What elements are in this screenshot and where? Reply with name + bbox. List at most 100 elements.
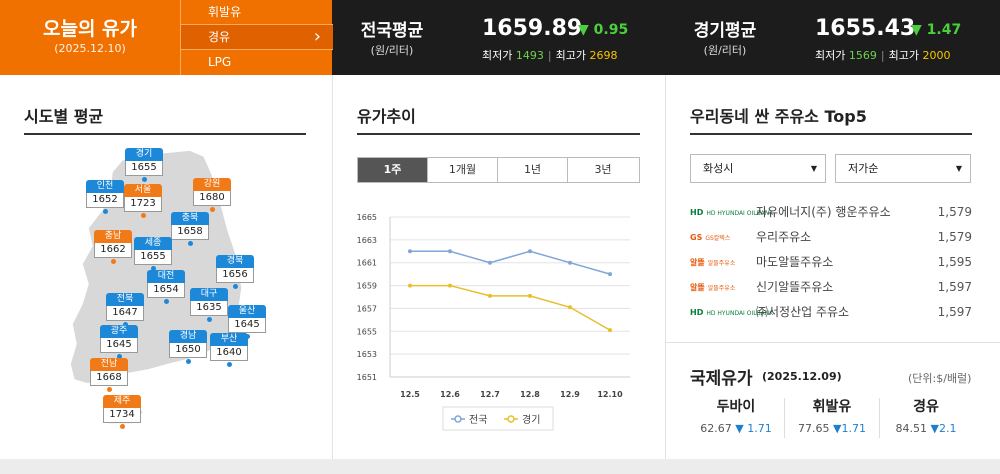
- intl-gasoline: 휘발유 77.65 ▼1.71: [786, 396, 878, 435]
- region-marker[interactable]: 서울 1723: [124, 184, 162, 218]
- tab-lpg[interactable]: LPG: [208, 55, 232, 69]
- sort-select-value: 저가순: [848, 162, 879, 175]
- brand-logo-mark: 알뜰: [690, 283, 705, 292]
- region-marker[interactable]: 인천 1652: [86, 180, 124, 214]
- brand-logo-mark: HD: [690, 308, 704, 317]
- brand-logo-text: 알뜰주유소: [707, 285, 736, 292]
- map-pin-icon: [120, 424, 125, 429]
- station-row[interactable]: HD HD HYUNDAI OILBANK ㈜서정산업 주유소 1,597: [690, 300, 972, 325]
- gyeonggi-min-max: 최저가 1569 | 최고가 2000: [815, 49, 951, 62]
- region-marker[interactable]: 제주 1734: [103, 395, 141, 429]
- x-tick-label: 12.6: [440, 390, 460, 399]
- y-tick-label: 1653: [357, 350, 377, 359]
- tab-3-year[interactable]: 3년: [568, 158, 638, 182]
- footer-strip: [0, 459, 1000, 474]
- region-marker[interactable]: 전북 1647: [106, 293, 144, 327]
- region-price: 1723: [124, 197, 162, 212]
- min-label: 최저가: [482, 49, 513, 62]
- region-price: 1654: [147, 283, 185, 298]
- region-marker[interactable]: 부산 1640: [210, 333, 248, 367]
- region-marker[interactable]: 대구 1635: [190, 288, 228, 322]
- intl-divider: [879, 398, 880, 438]
- intl-gasoline-change: ▼1.71: [833, 422, 866, 435]
- brand-logo-text: 알뜰주유소: [707, 260, 736, 267]
- region-name: 대구: [190, 288, 228, 301]
- series-line-1: [410, 284, 611, 331]
- station-name: ㈜서정산업 주유소: [756, 305, 850, 319]
- intl-dubai-value-line: 62.67 ▼ 1.71: [690, 422, 782, 435]
- y-tick-label: 1661: [357, 259, 377, 268]
- brand-logo-text: HD HYUNDAI OILBANK: [706, 210, 774, 217]
- max-label: 최고가: [555, 49, 586, 62]
- region-price: 1658: [171, 225, 209, 240]
- intl-dubai-name: 두바이: [716, 399, 756, 415]
- national-average-price: 1659.89: [482, 16, 583, 41]
- top-bar: 오늘의 유가 (2025.12.10) 휘발유 경유 › LPG 전국평균 (원…: [0, 0, 1000, 75]
- intl-dubai-change: ▼ 1.71: [735, 422, 772, 435]
- tab-1-week[interactable]: 1주: [358, 158, 428, 182]
- region-marker[interactable]: 충북 1658: [171, 212, 209, 246]
- region-marker[interactable]: 강원 1680: [193, 178, 231, 212]
- gyeonggi-average-change: ▼ 1.47: [911, 22, 962, 38]
- map-pin-icon: [117, 354, 122, 359]
- station-row[interactable]: GS GS칼텍스 우리주유소 1,579: [690, 225, 972, 250]
- sort-select[interactable]: 저가순 ▼: [835, 154, 971, 183]
- station-name: 마도알뜰주유소: [756, 255, 834, 269]
- region-name: 전북: [106, 293, 144, 306]
- series-point-0: [488, 260, 492, 265]
- region-name: 경기: [125, 148, 163, 161]
- gyeonggi-average-price: 1655.43: [815, 16, 916, 41]
- gyeonggi-average-title: 경기평균: [693, 21, 757, 41]
- region-name: 대전: [147, 270, 185, 283]
- region-marker[interactable]: 충남 1662: [94, 230, 132, 264]
- region-marker[interactable]: 대전 1654: [147, 270, 185, 304]
- city-select[interactable]: 화성시 ▼: [690, 154, 826, 183]
- map-pin-icon: [164, 299, 169, 304]
- tab-diesel[interactable]: 경유 ›: [181, 25, 333, 50]
- station-row[interactable]: HD HD HYUNDAI OILBANK 자유에너지(주) 행운주유소 1,579: [690, 200, 972, 225]
- tab-1-year[interactable]: 1년: [498, 158, 568, 182]
- national-max-value: 2698: [589, 49, 618, 62]
- region-marker[interactable]: 세종 1655: [134, 237, 172, 271]
- station-row[interactable]: 알뜰 알뜰주유소 신기알뜰주유소 1,597: [690, 275, 972, 300]
- region-price: 1645: [228, 318, 266, 333]
- region-marker[interactable]: 울산 1645: [228, 305, 266, 339]
- intl-dubai-value: 62.67: [700, 422, 732, 435]
- tab-gasoline[interactable]: 휘발유: [181, 0, 333, 25]
- trend-title-rule: [357, 133, 640, 135]
- region-marker[interactable]: 전남 1668: [90, 358, 128, 392]
- map-pin-icon: [227, 362, 232, 367]
- region-price: 1647: [106, 306, 144, 321]
- station-price: 1,579: [937, 205, 972, 219]
- region-marker[interactable]: 경기 1655: [125, 148, 163, 182]
- tab-1-month[interactable]: 1개월: [428, 158, 498, 182]
- region-name: 부산: [210, 333, 248, 346]
- region-price: 1652: [86, 193, 124, 208]
- intl-diesel: 경유 84.51 ▼2.1: [880, 396, 972, 435]
- region-marker[interactable]: 경남 1650: [169, 330, 207, 364]
- region-name: 세종: [134, 237, 172, 250]
- series-point-1: [568, 305, 572, 310]
- period-tabs: 1주 1개월 1년 3년: [357, 157, 640, 183]
- map-pin-icon: [123, 322, 128, 327]
- region-marker[interactable]: 광주 1645: [100, 325, 138, 359]
- dropdown-arrow-icon: ▼: [955, 164, 962, 173]
- min-label: 최저가: [815, 49, 846, 62]
- brand-logo-text: HD HYUNDAI OILBANK: [706, 310, 774, 317]
- intl-gasoline-value: 77.65: [798, 422, 830, 435]
- legend-swatch-marker: [454, 415, 462, 423]
- series-point-1: [608, 328, 612, 333]
- station-price: 1,597: [937, 280, 972, 294]
- station-price: 1,595: [937, 255, 972, 269]
- international-date: (2025.12.09): [762, 370, 842, 383]
- today-price-box: 오늘의 유가 (2025.12.10): [0, 0, 180, 75]
- top5-title-rule: [690, 133, 972, 135]
- region-marker[interactable]: 경북 1656: [216, 255, 254, 289]
- series-point-0: [608, 272, 612, 277]
- region-name: 서울: [124, 184, 162, 197]
- regional-title: 시도별 평균: [24, 107, 104, 126]
- fuel-type-tabs: 휘발유 경유 › LPG: [180, 0, 333, 75]
- price-trend-chart: 1651 1653 1655 1657 1659 1661 1663 1665 12.5 12.6…: [340, 200, 650, 445]
- station-row[interactable]: 알뜰 알뜰주유소 마도알뜰주유소 1,595: [690, 250, 972, 275]
- region-name: 경남: [169, 330, 207, 343]
